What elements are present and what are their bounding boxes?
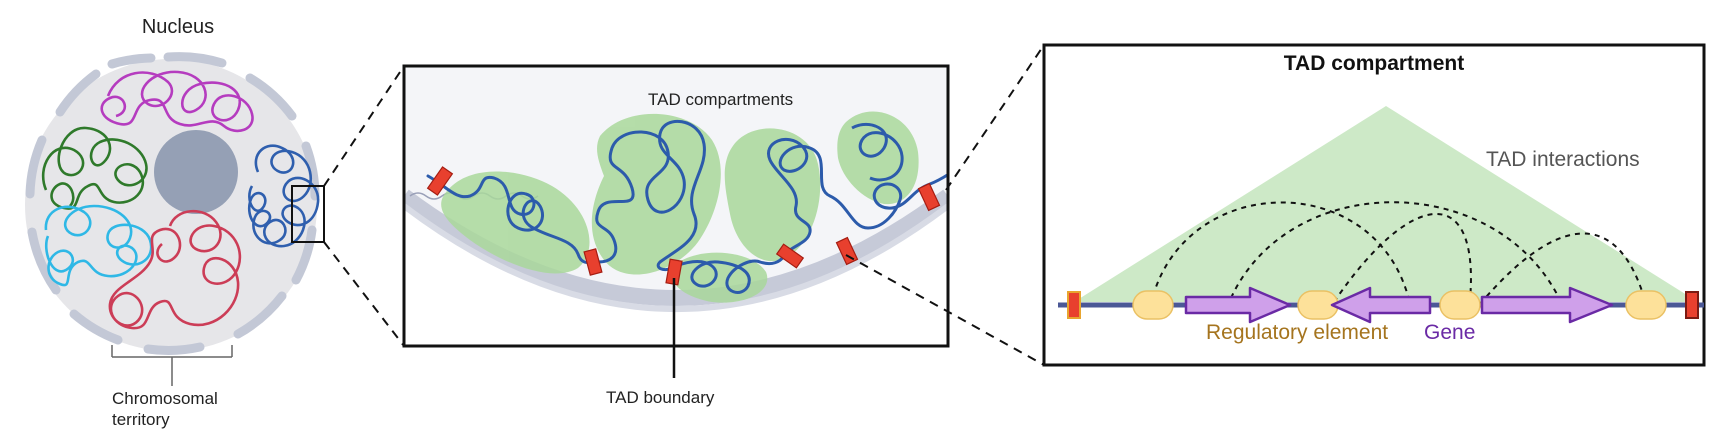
zoom-line-bottom-right xyxy=(845,254,1045,366)
regulatory-element-label: Regulatory element xyxy=(1206,321,1389,344)
chromatin-fiber xyxy=(426,119,948,294)
zoom-line-bottom xyxy=(323,241,405,347)
boundary-left xyxy=(1067,291,1081,319)
tad-interaction-arcs xyxy=(1152,201,1647,305)
territory-red xyxy=(108,209,242,330)
zoom-line-top-right xyxy=(945,44,1045,191)
gene-arrows xyxy=(1184,286,1614,324)
tad-compartments-label: TAD compartments xyxy=(648,90,794,109)
tad-triangle xyxy=(1074,106,1698,302)
tad-domains xyxy=(441,111,919,303)
regulatory-elements xyxy=(1132,290,1667,320)
tad-compartment-panel xyxy=(1042,43,1706,367)
territory-green xyxy=(41,126,148,210)
tad-compartments-panel xyxy=(402,64,950,378)
territory-magenta xyxy=(100,70,254,133)
nuclear-envelope xyxy=(25,52,320,355)
nucleolus xyxy=(154,130,238,214)
chromosomal-territory-label: Chromosomal territory xyxy=(112,389,218,429)
territory-blue xyxy=(247,144,320,248)
tad-boundaries xyxy=(426,166,941,286)
tad-boundary-label: TAD boundary xyxy=(606,388,715,407)
boundary-right xyxy=(1685,291,1699,319)
zoom-line-top xyxy=(323,65,405,187)
nucleus-label: Nucleus xyxy=(141,16,215,38)
nucleus xyxy=(25,52,325,386)
panel-frame xyxy=(402,64,950,348)
tad-interactions-label: TAD interactions xyxy=(1486,148,1640,171)
gene-label: Gene xyxy=(1424,321,1476,344)
zoom-box xyxy=(291,185,325,243)
tad-compartment-title: TAD compartment xyxy=(1283,52,1465,75)
territory-cyan xyxy=(44,204,153,287)
